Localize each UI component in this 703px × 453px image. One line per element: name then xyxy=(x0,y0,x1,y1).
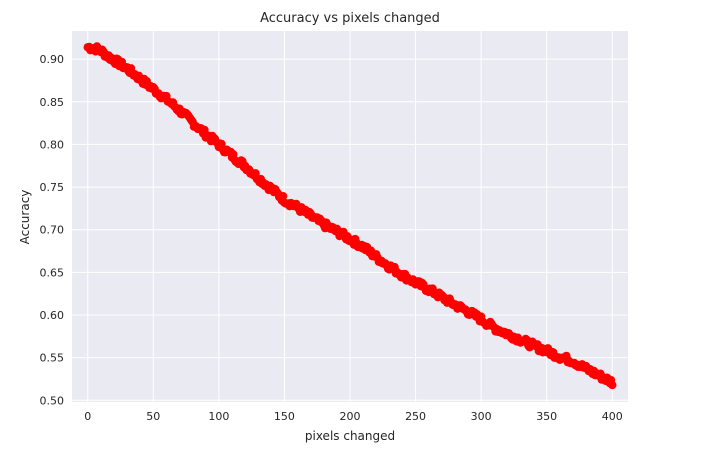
y-tick-label: 0.80 xyxy=(40,138,65,151)
x-gridlines xyxy=(87,31,613,402)
data-points xyxy=(83,42,617,390)
x-tick-labels: 0 50 100 150 200 250 300 350 400 xyxy=(84,410,623,423)
y-gridlines xyxy=(72,58,628,401)
data-point xyxy=(608,380,617,390)
x-tick-label: 150 xyxy=(274,410,295,423)
data-point xyxy=(278,191,288,201)
x-tick-label: 100 xyxy=(208,410,229,423)
y-tick-label: 0.90 xyxy=(40,53,65,66)
chart-title: Accuracy vs pixels changed xyxy=(260,11,440,26)
x-axis-label: pixels changed xyxy=(305,429,395,443)
x-tick-label: 200 xyxy=(340,410,361,423)
y-tick-label: 0.60 xyxy=(40,309,65,322)
y-tick-labels: 0.50 0.55 0.60 0.65 0.70 0.75 0.80 0.85 0.90 xyxy=(40,53,65,407)
y-axis-label: Accuracy xyxy=(18,190,32,245)
y-tick-label: 0.85 xyxy=(40,96,65,109)
y-tick-label: 0.70 xyxy=(40,224,65,237)
x-tick-label: 0 xyxy=(84,410,91,423)
y-tick-label: 0.55 xyxy=(40,352,65,365)
y-tick-label: 0.65 xyxy=(40,266,65,279)
y-tick-label: 0.50 xyxy=(40,394,65,407)
x-tick-label: 400 xyxy=(602,410,623,423)
y-tick-label: 0.75 xyxy=(40,181,65,194)
x-tick-label: 300 xyxy=(471,410,492,423)
x-tick-label: 350 xyxy=(536,410,557,423)
x-tick-label: 50 xyxy=(146,410,160,423)
x-tick-label: 250 xyxy=(405,410,426,423)
